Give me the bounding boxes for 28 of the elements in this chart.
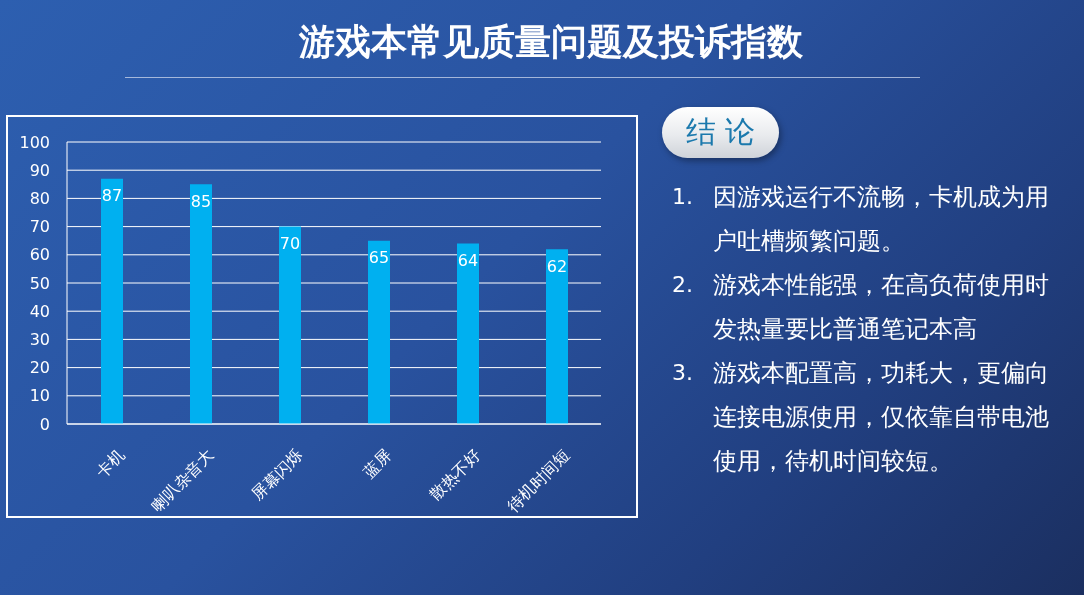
x-tick-label: 待机时间短 xyxy=(503,445,574,516)
y-tick-label: 40 xyxy=(29,301,50,321)
y-tick-label: 30 xyxy=(29,330,50,350)
x-tick-label: 屏幕闪烁 xyxy=(247,445,307,505)
y-tick-label: 60 xyxy=(29,245,50,265)
x-tick-label: 卡机 xyxy=(92,445,129,482)
data-label: 85 xyxy=(190,191,212,211)
data-label: 65 xyxy=(368,248,390,268)
y-tick-label: 100 xyxy=(19,132,50,152)
data-label: 64 xyxy=(457,250,479,270)
chart-title: 游戏本常见质量问题及投诉指数 xyxy=(299,21,803,62)
y-tick-label: 70 xyxy=(29,217,50,237)
x-tick-label: 散热不好 xyxy=(425,445,485,505)
text: 结 论 xyxy=(685,113,756,151)
text: 3. 游戏本配置高，功耗大，更偏向连接电源使用，仅依靠自带电池使用，待机时间较短。 xyxy=(672,358,1049,475)
text: 1. 因游戏运行不流畅，卡机成为用户吐槽频繁问题。 xyxy=(672,182,1049,255)
y-tick-label: 90 xyxy=(29,160,50,180)
y-tick-label: 20 xyxy=(29,358,50,378)
x-tick-label: 蓝屏 xyxy=(359,445,396,482)
y-tick-label: 0 xyxy=(39,414,50,434)
y-tick-label: 80 xyxy=(29,189,50,209)
data-label: 70 xyxy=(279,233,301,253)
text: 2. 游戏本性能强，在高负荷使用时发热量要比普通笔记本高 xyxy=(672,270,1049,343)
x-tick-label: 喇叭杂音大 xyxy=(147,445,218,516)
y-tick-label: 50 xyxy=(29,273,50,293)
y-tick-label: 10 xyxy=(29,386,50,406)
data-label: 62 xyxy=(546,256,568,276)
data-label: 87 xyxy=(101,186,123,206)
